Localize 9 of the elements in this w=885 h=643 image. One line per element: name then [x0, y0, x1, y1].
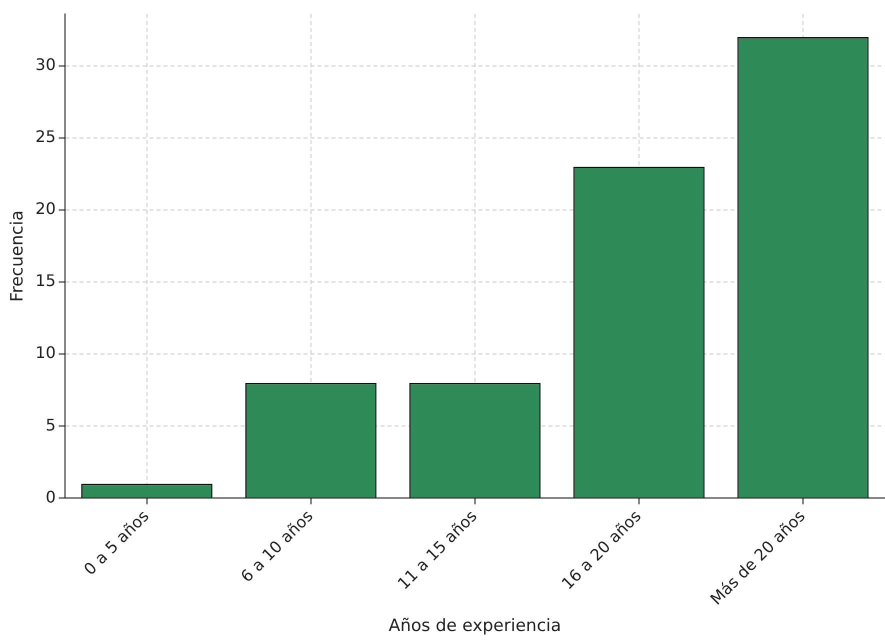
- y-tick-label: 5: [46, 415, 56, 434]
- y-tick-label: 30: [35, 55, 56, 74]
- y-tick-label: 25: [35, 127, 56, 146]
- y-tick-label: 10: [35, 343, 56, 362]
- y-axis-title: Frecuencia: [8, 210, 28, 302]
- x-axis-title: Años de experiencia: [388, 616, 562, 636]
- y-tick-label: 15: [35, 271, 56, 290]
- y-tick-label: 20: [35, 199, 56, 218]
- y-tick-label: 0: [46, 487, 56, 506]
